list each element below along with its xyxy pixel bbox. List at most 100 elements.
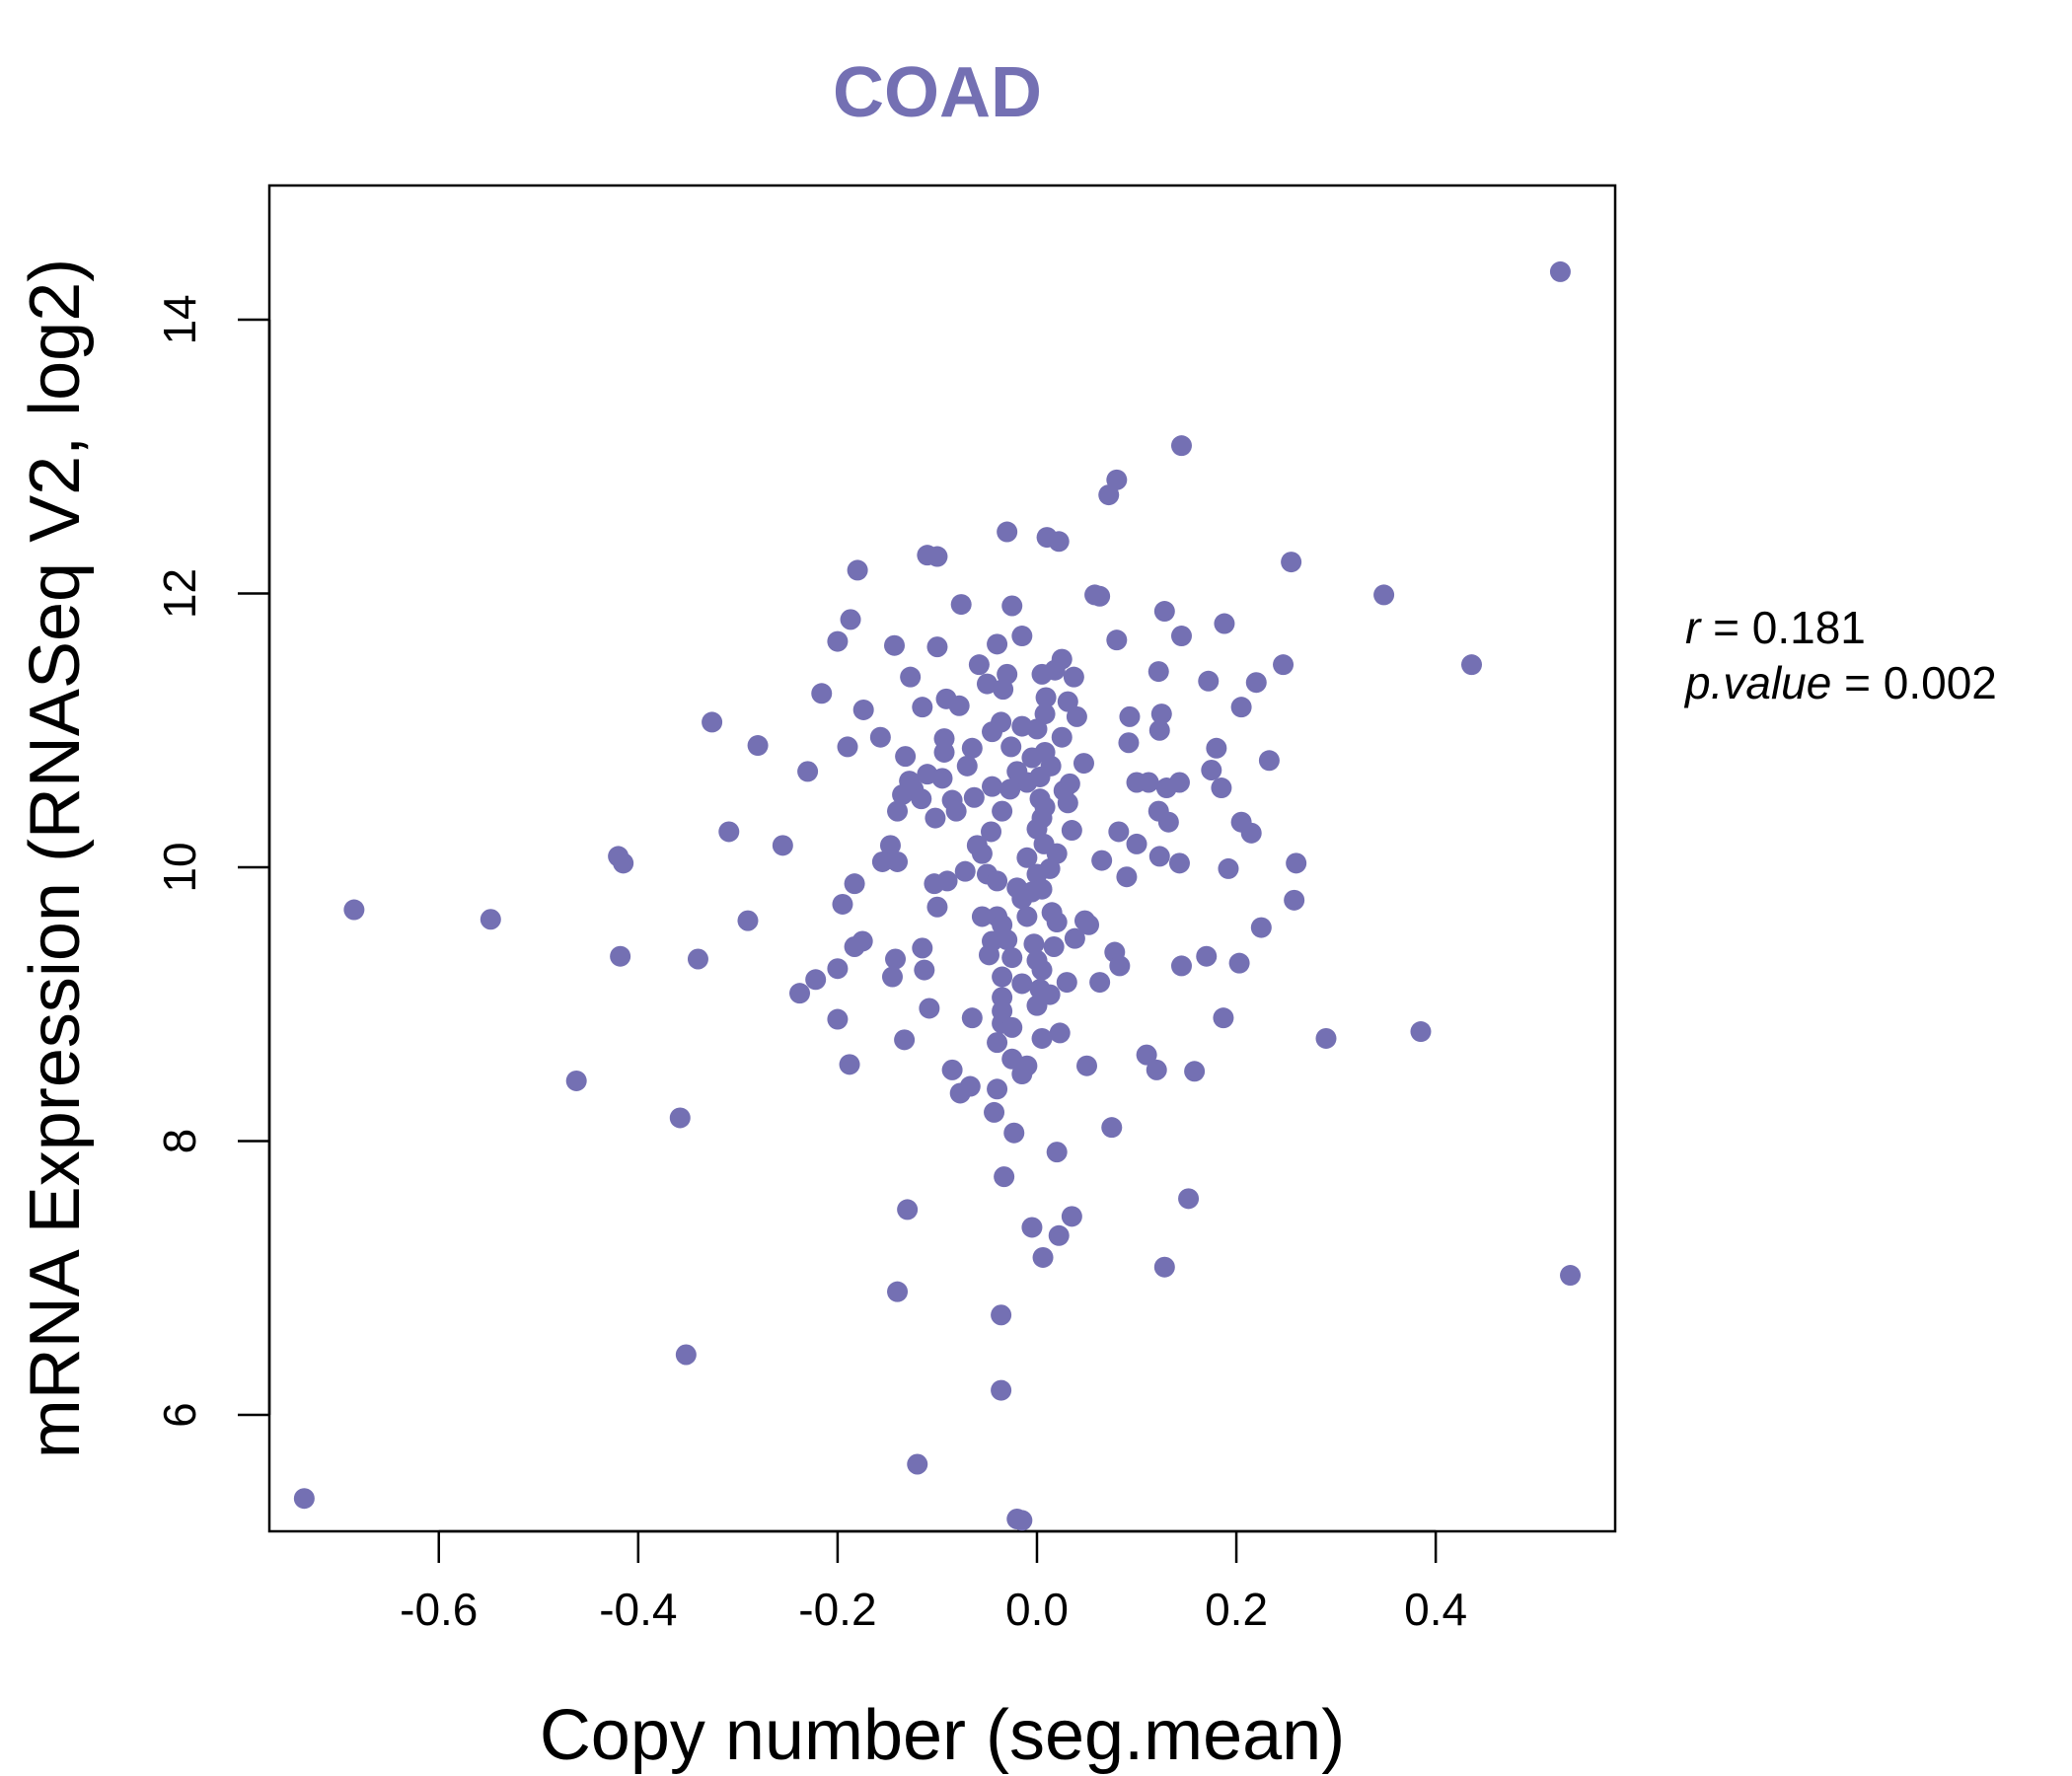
chart-title: COAD [833, 53, 1042, 132]
data-point [1001, 947, 1023, 969]
y-axis-label: mRNA Expression (RNASeq V2, log2) [16, 259, 95, 1458]
data-point [1148, 719, 1170, 741]
data-point [1000, 736, 1022, 758]
data-point [869, 726, 891, 748]
data-point [1043, 935, 1065, 957]
data-point [994, 1166, 1015, 1188]
data-point [912, 697, 933, 718]
data-point [1109, 955, 1131, 977]
data-point [984, 1101, 1005, 1123]
plot-frame [267, 184, 1617, 1533]
data-point [981, 821, 1002, 843]
data-point [963, 786, 985, 808]
data-point [971, 843, 993, 864]
data-point [1046, 912, 1068, 933]
data-point [1032, 1246, 1054, 1268]
data-point [987, 1078, 1008, 1100]
data-point [832, 893, 853, 915]
data-point [926, 896, 948, 918]
data-point [1108, 821, 1130, 843]
r-equals: = [1713, 602, 1752, 653]
correlation-r: r = 0.181 [1685, 602, 1866, 653]
data-point [1198, 670, 1220, 692]
data-point [565, 1070, 587, 1091]
data-point [1119, 705, 1141, 727]
data-point [1021, 747, 1043, 769]
data-point [912, 937, 933, 959]
data-point [1031, 1027, 1053, 1049]
y-axis: 6 8 10 12 14 [154, 294, 271, 1428]
data-point [718, 821, 740, 843]
data-point [1153, 1256, 1175, 1278]
data-point [949, 1082, 971, 1104]
data-point [1031, 878, 1053, 900]
data-point [1026, 995, 1048, 1016]
data-point [827, 630, 849, 652]
data-point [840, 609, 861, 630]
data-point [1011, 626, 1033, 647]
data-point [343, 899, 365, 921]
data-point [1138, 772, 1159, 793]
data-point [1153, 601, 1175, 623]
data-point [1006, 1509, 1028, 1530]
x-tick-label: -0.6 [400, 1584, 478, 1635]
data-point [1016, 772, 1038, 793]
data-point [881, 966, 903, 988]
data-point [480, 909, 501, 930]
data-point [811, 683, 833, 704]
data-point [1410, 1021, 1432, 1043]
data-point [1218, 857, 1239, 879]
data-point [1170, 955, 1192, 977]
data-point [1046, 1142, 1068, 1163]
data-point [1016, 847, 1038, 868]
data-point [871, 851, 893, 872]
data-point [1011, 973, 1033, 995]
data-point [1016, 906, 1038, 927]
data-point [1258, 750, 1280, 772]
data-point [1155, 777, 1177, 799]
data-point [992, 800, 1013, 822]
data-point [982, 721, 1003, 743]
y-tick-label: 6 [154, 1402, 205, 1428]
data-point [991, 1304, 1012, 1326]
data-point [968, 654, 990, 676]
data-point [839, 1054, 860, 1075]
data-point [884, 634, 906, 656]
y-tick-label: 14 [154, 294, 205, 344]
data-point [1168, 852, 1190, 874]
data-point [1057, 691, 1078, 712]
x-axis: -0.6 -0.4 -0.2 0.0 0.2 0.4 [400, 1529, 1467, 1635]
data-point [1057, 792, 1078, 814]
data-point [885, 948, 907, 970]
data-point [987, 870, 1008, 892]
data-point [1560, 1265, 1582, 1287]
data-point [971, 906, 993, 927]
data-point [1051, 726, 1073, 748]
y-tick-label: 10 [154, 842, 205, 892]
data-point [1026, 718, 1048, 740]
y-tick-label: 12 [154, 568, 205, 619]
x-tick-label: -0.2 [798, 1584, 876, 1635]
data-point [887, 851, 909, 872]
data-point [926, 636, 948, 658]
data-point [926, 546, 948, 567]
data-point [1170, 435, 1192, 457]
data-point [844, 935, 865, 957]
data-point [1230, 697, 1252, 718]
data-point [789, 983, 811, 1004]
data-point [1281, 552, 1302, 573]
data-point [1021, 1217, 1043, 1238]
data-point [1201, 760, 1222, 781]
data-point [941, 1059, 963, 1080]
data-point [1063, 666, 1084, 688]
data-point [1284, 889, 1305, 911]
data-point [613, 852, 634, 874]
data-point [1089, 972, 1111, 994]
r-value: 0.181 [1752, 602, 1866, 653]
data-point [1101, 1117, 1123, 1139]
data-point [1106, 629, 1128, 651]
data-point [945, 800, 967, 822]
data-point [919, 998, 940, 1019]
data-point [1213, 1007, 1234, 1029]
data-point [961, 737, 983, 759]
